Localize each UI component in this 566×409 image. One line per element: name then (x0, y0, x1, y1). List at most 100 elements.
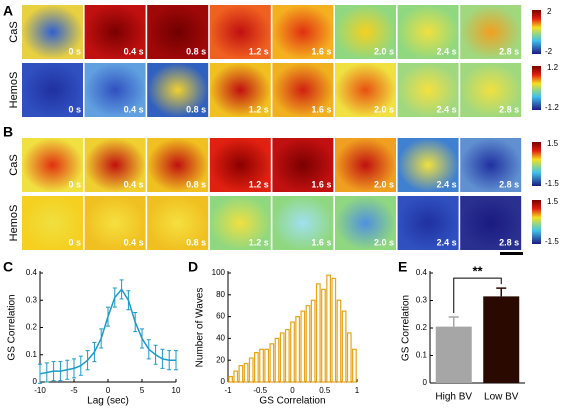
colorbar (532, 142, 541, 186)
bar (279, 332, 285, 383)
image-frame (147, 196, 209, 250)
annotation: ** (472, 264, 483, 279)
image-frame (335, 5, 396, 59)
y-tick-label: 80 (216, 290, 225, 299)
y-tick-label: 100 (212, 268, 226, 277)
colorbar-label: 1.5 (547, 197, 559, 206)
image-frame (335, 196, 396, 250)
bar (295, 316, 301, 383)
bar (310, 299, 316, 383)
x-tick-label: 0 (290, 386, 295, 395)
colorbar-label: -1.5 (545, 179, 559, 188)
image-frame (397, 196, 459, 250)
time-label: 2.0 s (374, 179, 394, 189)
time-label: 2.8 s (499, 237, 519, 247)
time-label: 0.8 s (186, 104, 206, 114)
image-frame (22, 5, 83, 59)
significance-bracket (453, 277, 502, 313)
bar (321, 288, 326, 383)
bar (284, 329, 290, 383)
colorbar (532, 10, 541, 54)
bar (305, 305, 311, 383)
x-axis-label: GS Correlation (259, 396, 325, 407)
colorbar (532, 200, 541, 244)
x-tick-label: High BV (435, 392, 472, 403)
time-label: 1.6 s (311, 237, 331, 247)
y-axis-label: Number of Waves (195, 288, 206, 368)
image-frame (335, 63, 396, 117)
time-label: 2.0 s (374, 46, 394, 56)
y-tick-label: 60 (216, 312, 225, 321)
x-tick-label: -10 (34, 386, 46, 395)
x-tick-label: Low BV (484, 392, 519, 403)
scale-bar (500, 252, 523, 255)
colorbar-label: -2 (545, 47, 553, 56)
y-tick-label: 0.4 (26, 268, 38, 277)
y-tick-label: 0 (33, 377, 38, 386)
time-label: 1.6 s (311, 104, 331, 114)
line (39, 288, 176, 375)
time-label: 2.0 s (374, 237, 394, 247)
bar (228, 375, 233, 383)
y-tick-label: 40 (216, 334, 225, 343)
image-frame (22, 63, 83, 117)
image-frame (272, 63, 334, 117)
bar (346, 332, 352, 383)
y-axis-label: GS Correlation (7, 294, 18, 360)
bar (233, 370, 239, 383)
y-tick-label: 0.1 (26, 350, 38, 359)
image-frame (147, 138, 209, 192)
bar (290, 321, 295, 383)
y-tick-label: 0 (221, 377, 226, 386)
row-label: HemoS (8, 205, 20, 242)
time-label: 2.8 s (499, 46, 519, 56)
bar (269, 343, 275, 383)
x-tick-label: -5 (70, 386, 78, 395)
x-tick-label: 0.5 (319, 386, 331, 395)
image-frame (335, 138, 396, 192)
colorbar-label: -1.2 (545, 103, 559, 112)
x-tick-label: 5 (140, 386, 145, 395)
image-frame (460, 63, 522, 117)
row-label: HemoS (8, 72, 20, 109)
bar (483, 296, 520, 383)
row-label: CaS (8, 154, 20, 175)
time-label: 2.4 s (437, 179, 457, 189)
bar (352, 348, 357, 383)
bar (435, 326, 472, 383)
image-frame (397, 138, 459, 192)
image-frame (84, 196, 146, 250)
y-tick-label: 0.4 (416, 268, 428, 277)
bar (254, 351, 259, 383)
y-tick-label: 0.1 (416, 351, 428, 360)
bar (315, 283, 321, 383)
time-label: 0.4 s (124, 179, 144, 189)
image-frame (209, 63, 271, 117)
image-frame (84, 63, 146, 117)
bar (259, 348, 264, 383)
image-frame (22, 196, 83, 250)
bar (274, 337, 280, 383)
y-tick-label: 0.3 (26, 295, 38, 304)
image-frame (84, 5, 146, 59)
y-axis-label: GS Correlation (401, 295, 412, 361)
time-label: 1.2 s (249, 104, 269, 114)
image-frame (147, 5, 209, 59)
image-frame (147, 63, 209, 117)
y-tick-label: 0.3 (416, 296, 428, 305)
x-tick-label: 1 (355, 386, 360, 395)
y-tick-label: 20 (216, 355, 225, 364)
image-frame (397, 5, 459, 59)
x-tick-label: -0.5 (253, 386, 267, 395)
bar (326, 274, 331, 383)
colorbar-label: 2 (547, 7, 552, 16)
image-frame (460, 196, 522, 250)
panel-letter: B (3, 124, 13, 140)
time-label: 0.4 s (124, 46, 144, 56)
row-label: CaS (8, 21, 20, 42)
bar (243, 362, 249, 383)
time-label: 0 s (68, 104, 81, 114)
image-frame (209, 196, 271, 250)
panel-letter: E (398, 259, 407, 275)
